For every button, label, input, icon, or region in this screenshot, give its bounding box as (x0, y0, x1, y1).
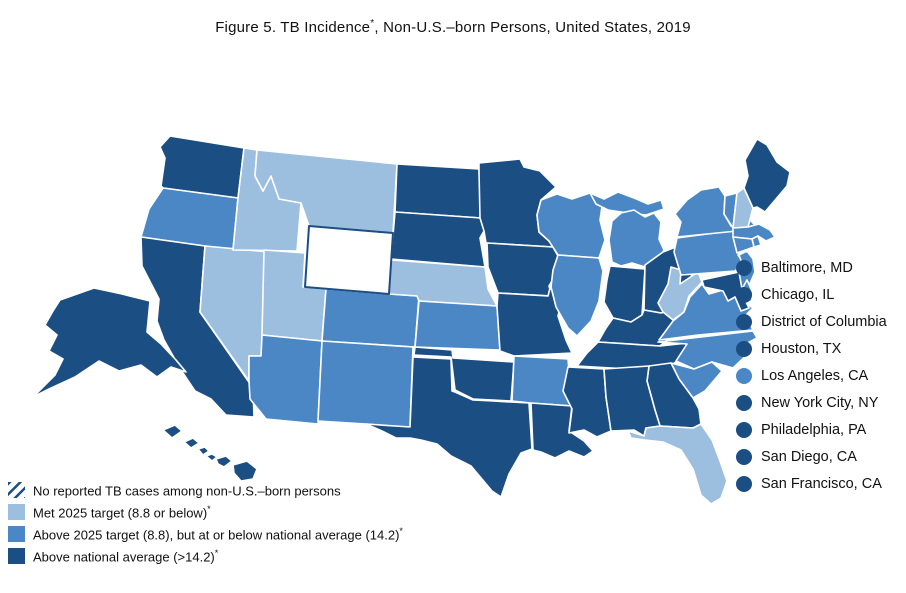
state-wi (536, 192, 606, 259)
city-label: New York City, NY (761, 394, 879, 411)
legend-label: Met 2025 target (8.8 or below)* (33, 503, 211, 521)
state-hi-maui (215, 455, 233, 468)
state-il (550, 254, 604, 337)
city-label: Philadelphia, PA (761, 421, 867, 438)
state-hi-lanai (205, 453, 218, 462)
state-wy (304, 225, 394, 295)
city-item: San Francisco, CA (736, 470, 887, 497)
legend-item: Above 2025 target (8.8), but at or below… (8, 526, 403, 542)
state-nm (317, 340, 414, 429)
state-nc (657, 330, 758, 370)
state-in (603, 265, 646, 323)
city-item: Baltimore, MD (736, 254, 887, 281)
legend-label: Above national average (>14.2)* (33, 547, 219, 565)
state-mi-upper (589, 191, 665, 216)
city-label: Baltimore, MD (761, 259, 853, 276)
city-label: District of Columbia (761, 313, 887, 330)
city-item: San Diego, CA (736, 443, 887, 470)
map-legend: No reported TB cases among non-U.S.–born… (8, 482, 403, 570)
legend-item: Above national average (>14.2)* (8, 548, 403, 564)
figure-title-suffix: , Non-U.S.–born Persons, United States, … (374, 19, 691, 36)
city-label: San Francisco, CA (761, 475, 882, 492)
city-label: Los Angeles, CA (761, 367, 869, 384)
legend-item: No reported TB cases among non-U.S.–born… (8, 482, 403, 498)
state-ia (486, 242, 559, 297)
state-ok (413, 346, 515, 402)
state-hi-big-island (232, 460, 258, 482)
city-dot (736, 259, 752, 276)
state-ct (732, 236, 755, 254)
state-sd (390, 211, 486, 268)
state-hi-kauai (162, 424, 183, 439)
city-dot (736, 367, 752, 384)
city-dot (736, 340, 752, 357)
city-dot (736, 286, 752, 303)
legend-swatch-met-target (8, 504, 25, 520)
city-item: Chicago, IL (736, 281, 887, 308)
city-label: Chicago, IL (761, 286, 835, 303)
state-wv (657, 266, 703, 321)
state-mi-lower (608, 209, 665, 268)
city-item: New York City, NY (736, 389, 887, 416)
city-list: Baltimore, MD Chicago, IL District of Co… (736, 254, 887, 497)
state-hi-oahu (183, 437, 200, 449)
city-dot (736, 448, 752, 465)
state-hi-molokai (197, 446, 210, 456)
city-item: Houston, TX (736, 335, 887, 362)
state-nd (394, 163, 482, 219)
state-ks (414, 300, 501, 351)
state-tx (365, 356, 533, 498)
state-ak (32, 287, 187, 398)
city-item: District of Columbia (736, 308, 887, 335)
figure-title-asterisk: * (370, 18, 375, 29)
state-co (321, 288, 420, 348)
figure-title: Figure 5. TB Incidence*, Non-U.S.–born P… (0, 18, 906, 36)
state-ar (511, 355, 573, 407)
city-dot (736, 475, 752, 492)
city-item: Philadelphia, PA (736, 416, 887, 443)
city-item: Los Angeles, CA (736, 362, 887, 389)
legend-swatch-no-cases (8, 482, 25, 498)
state-me (743, 138, 791, 213)
state-ms (562, 366, 612, 438)
city-label: San Diego, CA (761, 448, 857, 465)
state-fl (627, 423, 728, 505)
city-dot (736, 313, 752, 330)
city-dot (736, 394, 752, 411)
city-label: Houston, TX (761, 340, 842, 357)
legend-label: Above 2025 target (8.8), but at or below… (33, 525, 403, 543)
legend-item: Met 2025 target (8.8 or below)* (8, 504, 403, 520)
state-md (701, 271, 750, 312)
legend-label: No reported TB cases among non-U.S.–born… (33, 483, 341, 499)
legend-swatch-above-average (8, 548, 25, 564)
city-dot (736, 421, 752, 438)
legend-swatch-above-target (8, 526, 25, 542)
state-mo (496, 287, 573, 357)
figure-title-prefix: Figure 5. TB Incidence (215, 19, 371, 36)
